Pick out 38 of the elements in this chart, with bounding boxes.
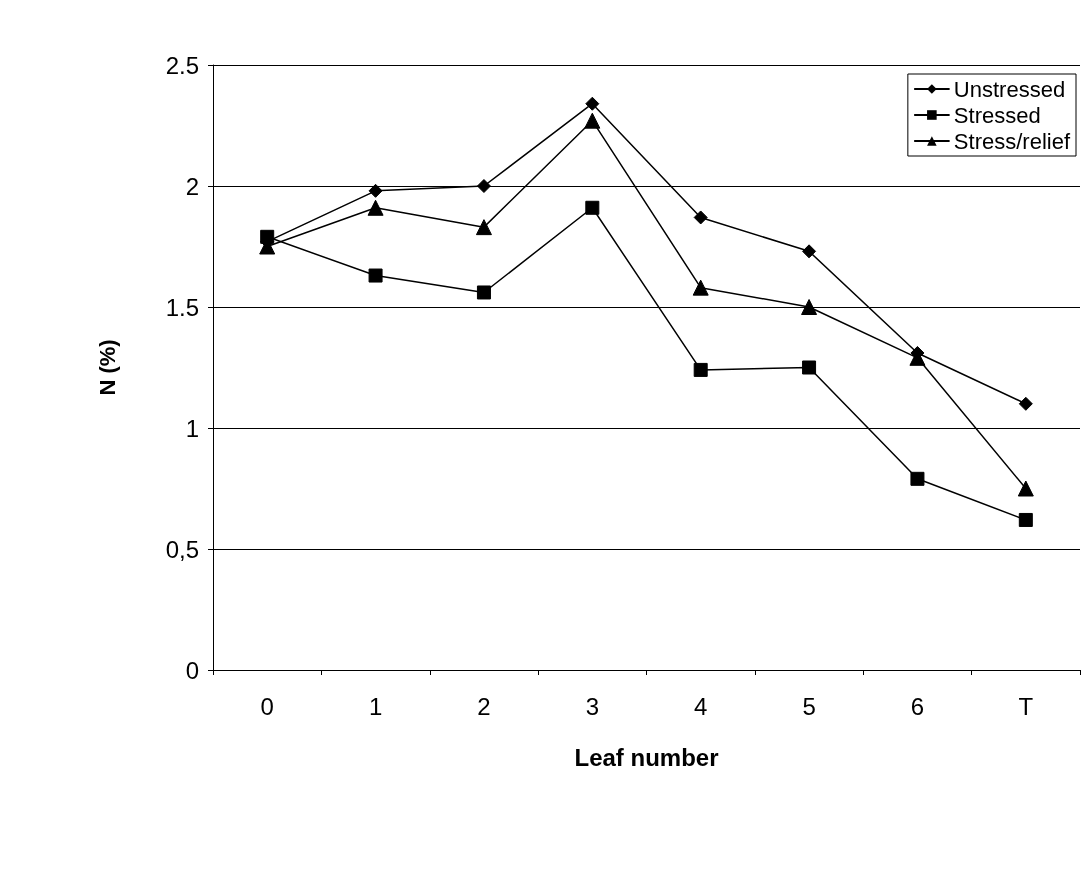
y-tick-label: 2 bbox=[185, 172, 199, 200]
point bbox=[476, 179, 491, 193]
point bbox=[367, 199, 384, 216]
point bbox=[910, 471, 925, 486]
y-axis-title: N (%) bbox=[94, 339, 120, 396]
point bbox=[475, 219, 492, 236]
point bbox=[693, 362, 708, 377]
y-tick-label: 1 bbox=[185, 414, 199, 442]
point bbox=[1017, 480, 1034, 497]
point bbox=[368, 268, 383, 283]
point bbox=[802, 360, 817, 375]
x-tick-label: 0 bbox=[260, 692, 274, 720]
y-tick-label: 0 bbox=[185, 656, 199, 684]
x-tick-label: 6 bbox=[910, 692, 925, 720]
x-axis-title: Leaf number bbox=[574, 743, 719, 771]
x-tick-label: 4 bbox=[694, 692, 708, 720]
x-tick-label: 3 bbox=[585, 692, 599, 720]
legend-label: Stress/relief bbox=[953, 128, 1071, 154]
legend-label: Stressed bbox=[953, 102, 1041, 128]
point bbox=[585, 96, 600, 111]
point bbox=[1018, 396, 1033, 411]
point bbox=[802, 244, 817, 259]
point bbox=[585, 200, 600, 215]
point bbox=[1018, 512, 1033, 527]
point bbox=[368, 183, 383, 198]
point bbox=[584, 112, 601, 129]
y-tick-label: 0,5 bbox=[165, 535, 199, 563]
point bbox=[476, 285, 491, 300]
point bbox=[692, 279, 709, 296]
y-tick-label: 1.5 bbox=[165, 293, 199, 321]
y-tick-label: 2.5 bbox=[165, 51, 199, 79]
legend-label: Unstressed bbox=[953, 76, 1066, 102]
x-tick-label: 2 bbox=[477, 692, 491, 720]
point bbox=[801, 299, 818, 315]
x-tick-label: T bbox=[1018, 692, 1034, 720]
x-tick-label: 1 bbox=[368, 692, 383, 720]
point bbox=[693, 210, 708, 225]
x-tick-label: 5 bbox=[802, 692, 816, 720]
